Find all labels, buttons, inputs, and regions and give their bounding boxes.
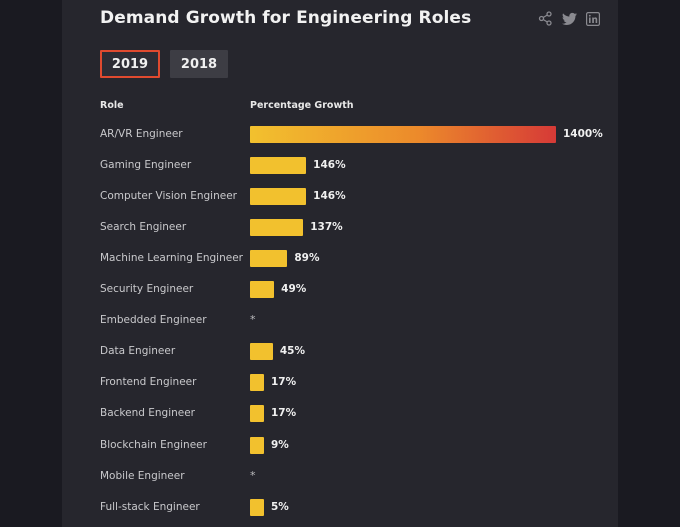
bar[interactable] — [250, 188, 307, 206]
bar[interactable] — [250, 157, 307, 175]
role-label: Frontend Engineer — [100, 376, 197, 389]
bar[interactable] — [250, 219, 304, 237]
no-data-marker: * — [250, 313, 256, 327]
value-label: 17% — [271, 376, 297, 389]
value-label: 89% — [294, 252, 320, 265]
tab-2019[interactable]: 2019 — [100, 50, 160, 78]
value-label: 17% — [271, 407, 297, 420]
role-label: Backend Engineer — [100, 407, 195, 420]
chart-card — [62, 0, 618, 527]
role-column-header: Role — [100, 100, 124, 111]
value-label: 9% — [271, 438, 289, 451]
role-label: Computer Vision Engineer — [100, 190, 237, 203]
no-data-marker: * — [250, 468, 256, 482]
role-label: Search Engineer — [100, 221, 187, 234]
bar[interactable] — [250, 498, 264, 516]
chart-title: Demand Growth for Engineering Roles — [100, 8, 472, 28]
bar[interactable] — [250, 126, 556, 143]
role-label: Machine Learning Engineer — [100, 252, 243, 265]
value-label: 5% — [271, 500, 289, 513]
bar[interactable] — [250, 405, 264, 423]
tab-2018[interactable]: 2018 — [170, 50, 228, 78]
share-icon[interactable] — [538, 11, 554, 27]
value-label: 45% — [279, 345, 305, 358]
role-label: Blockchain Engineer — [100, 438, 207, 451]
role-label: Embedded Engineer — [100, 314, 207, 327]
bar[interactable] — [250, 374, 264, 392]
bar[interactable] — [250, 436, 264, 454]
role-label: Mobile Engineer — [100, 469, 185, 482]
role-label: Data Engineer — [100, 345, 176, 358]
bar[interactable] — [250, 281, 275, 299]
value-label: 49% — [281, 283, 307, 296]
bar[interactable] — [250, 343, 273, 361]
twitter-icon[interactable] — [562, 11, 578, 27]
growth-column-header: Percentage Growth — [250, 100, 354, 111]
value-label: 137% — [310, 221, 343, 234]
role-label: AR/VR Engineer — [100, 128, 183, 140]
value-label: 1400% — [563, 128, 603, 140]
role-label: Security Engineer — [100, 283, 194, 296]
role-label: Gaming Engineer — [100, 159, 192, 172]
role-label: Full-stack Engineer — [100, 500, 200, 513]
value-label: 146% — [313, 159, 346, 172]
bar[interactable] — [250, 250, 288, 268]
linkedin-icon[interactable] — [586, 11, 602, 27]
value-label: 146% — [313, 190, 346, 203]
